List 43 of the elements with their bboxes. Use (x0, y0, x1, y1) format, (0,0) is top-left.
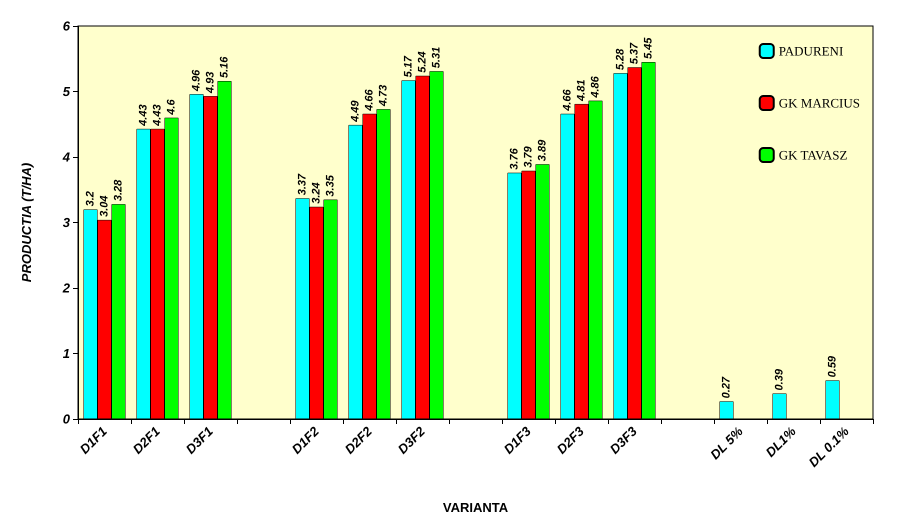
data-label: 4.73 (378, 84, 390, 108)
data-label: 4.96 (190, 68, 202, 92)
data-label: 4.93 (204, 72, 216, 94)
data-label: 3.89 (536, 138, 548, 162)
data-label: 5.17 (402, 55, 414, 78)
data-label: 4.6 (166, 98, 178, 116)
data-label: 5.24 (416, 51, 428, 73)
data-label: 4.43 (152, 104, 164, 127)
y-tick-label: 0 (62, 412, 71, 426)
y-tick-label: 2 (62, 280, 71, 296)
data-label: 0.39 (774, 368, 786, 390)
data-label: 4.49 (350, 100, 362, 123)
data-label: 3.24 (310, 182, 322, 204)
x-axis-title: VARIANTA (442, 500, 509, 515)
data-label: 4.66 (364, 88, 376, 112)
data-label: 4.66 (562, 88, 574, 112)
y-tick-label: 4 (62, 150, 71, 164)
data-label: 5.37 (628, 42, 640, 64)
y-tick-label: 5 (62, 84, 71, 99)
x-tick-label: DL 5% (707, 423, 746, 462)
data-label: 4.86 (590, 75, 602, 99)
y-tick-label: 3 (62, 215, 71, 230)
legend-label: GK TAVASZ (778, 148, 848, 162)
data-label: 5.28 (614, 48, 626, 70)
data-label: 3.35 (324, 174, 336, 197)
y-axis-title: PRODUCTIA (T/HA) (19, 162, 34, 282)
data-label: 3.04 (98, 195, 110, 217)
data-label: 3.37 (296, 172, 308, 196)
legend-label: GK MARCIUS (778, 96, 860, 110)
y-tick-label: 6 (62, 18, 71, 34)
data-label: 5.31 (430, 46, 442, 68)
data-label: 0.59 (826, 355, 838, 378)
data-label: 0.27 (720, 376, 732, 398)
data-label: 5.45 (642, 36, 654, 60)
data-label: 5.16 (218, 56, 230, 78)
data-label: 4.81 (576, 80, 588, 102)
data-label: 3.2 (84, 191, 96, 206)
data-label: 4.43 (138, 104, 150, 127)
legend-label: PADURENI (778, 44, 844, 58)
data-label: 3.79 (522, 145, 534, 168)
data-label: 3.28 (112, 178, 124, 202)
y-tick-label: 1 (62, 346, 70, 361)
data-label: 3.76 (508, 147, 520, 170)
